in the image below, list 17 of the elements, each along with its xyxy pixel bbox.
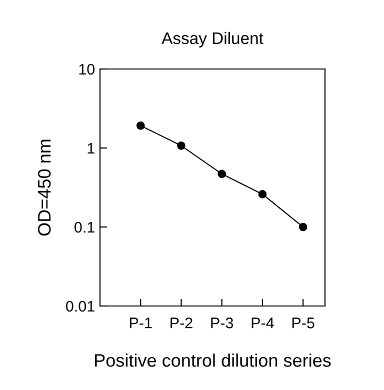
chart-title: Assay Diluent [162, 32, 264, 48]
y-axis-title: OD=450 nm [38, 140, 51, 236]
point [136, 121, 145, 130]
x-tick-label: P-4 [252, 318, 274, 328]
y-tick-label: 0.1 [74, 222, 94, 233]
point [258, 190, 267, 198]
point [218, 170, 226, 178]
x-tick-label: P-5 [292, 318, 314, 328]
x-axis-title: Positive control dilution series [95, 354, 331, 367]
point [298, 222, 308, 232]
y-tick-label: 0.01 [66, 300, 94, 312]
y-tick-label: 1 [88, 143, 94, 154]
x-tick-label: P-3 [211, 318, 234, 328]
x-tick-label: P-2 [170, 318, 192, 328]
y-tick-label: 10 [79, 64, 95, 75]
point [177, 142, 186, 150]
x-tick-label: P-1 [130, 318, 152, 328]
